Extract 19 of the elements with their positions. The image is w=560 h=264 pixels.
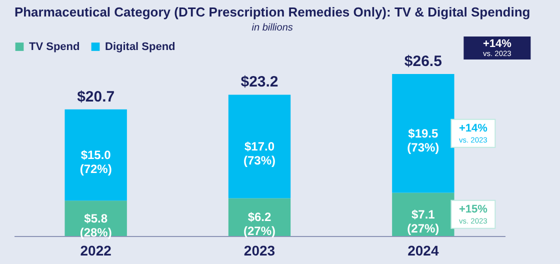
data-label: $7.1 (27%) bbox=[407, 207, 440, 236]
bar bbox=[228, 94, 291, 198]
x-tick-label: 2023 bbox=[244, 242, 276, 258]
x-tick-label: 2022 bbox=[80, 242, 112, 258]
x-tick-label: 2024 bbox=[408, 242, 439, 258]
bar bbox=[392, 74, 454, 193]
total-label: $26.5 bbox=[404, 53, 442, 70]
data-label: $19.5 (73%) bbox=[407, 126, 440, 154]
data-label: $15.0 (72%) bbox=[80, 148, 112, 176]
bar bbox=[64, 109, 127, 201]
data-label: $5.8 (28%) bbox=[80, 211, 112, 240]
total-label: $20.7 bbox=[77, 88, 115, 106]
legend-label: Digital Spend bbox=[105, 40, 176, 53]
chart-subtitle: in billions bbox=[252, 22, 293, 34]
chart-title: Pharmaceutical Category (DTC Prescription Remedies Only): TV & Digital Spending bbox=[14, 4, 530, 20]
legend-label: TV Spend bbox=[29, 40, 80, 53]
data-label: $17.0 (73%) bbox=[243, 139, 276, 168]
data-label: $6.2 (27%) bbox=[243, 210, 276, 238]
total-label: $23.2 bbox=[240, 74, 278, 91]
